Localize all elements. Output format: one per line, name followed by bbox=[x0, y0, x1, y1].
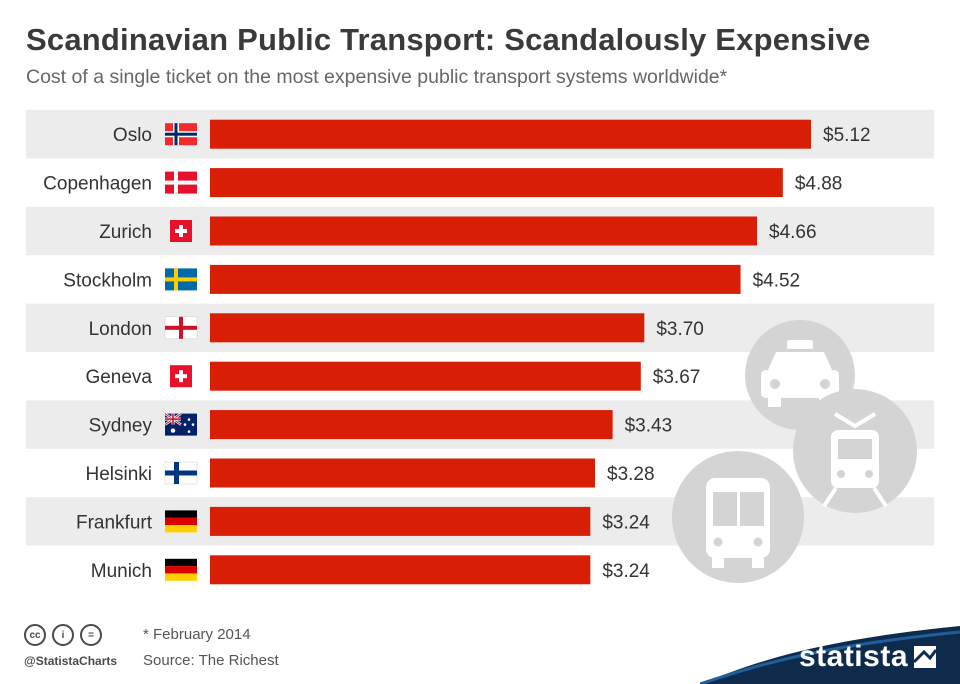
statista-wordmark: statista bbox=[798, 640, 908, 673]
statista-handle[interactable]: @StatistaCharts bbox=[24, 654, 118, 668]
category-label: Geneva bbox=[85, 367, 152, 388]
bar bbox=[210, 119, 811, 149]
footnote: * February 2014 bbox=[143, 626, 251, 643]
category-label: Munich bbox=[91, 561, 152, 582]
category-label: Copenhagen bbox=[43, 174, 152, 195]
bar bbox=[210, 506, 591, 536]
chart-title: Scandinavian Public Transport: Scandalou… bbox=[26, 22, 871, 57]
chart-row: Zurich $4.66 bbox=[26, 206, 934, 256]
category-label: Zurich bbox=[99, 222, 152, 243]
finland-flag-icon bbox=[164, 461, 198, 485]
source-note: Source: The Richest bbox=[143, 652, 279, 669]
tram-icon bbox=[793, 389, 917, 513]
value-label: $4.66 bbox=[769, 222, 817, 243]
value-label: $3.24 bbox=[602, 512, 650, 533]
category-label: Frankfurt bbox=[76, 512, 153, 533]
england-flag-icon bbox=[164, 316, 198, 340]
chart-row: Geneva $3.67 bbox=[85, 361, 701, 391]
bus-icon bbox=[672, 451, 804, 583]
bar bbox=[210, 313, 645, 343]
statista-logo[interactable]: statista bbox=[700, 620, 960, 684]
bar bbox=[210, 410, 613, 440]
chart-row: Copenhagen $4.88 bbox=[43, 168, 843, 198]
value-label: $3.70 bbox=[656, 319, 704, 340]
transport-icons bbox=[672, 320, 917, 583]
chart-subtitle: Cost of a single ticket on the most expe… bbox=[26, 66, 728, 88]
chart-row: Oslo $5.12 bbox=[26, 110, 934, 159]
value-label: $3.43 bbox=[625, 416, 673, 437]
value-label: $3.67 bbox=[653, 367, 701, 388]
bar bbox=[210, 555, 591, 585]
chart-row: London $3.70 bbox=[26, 303, 934, 352]
brand-wave bbox=[700, 626, 960, 684]
australia-flag-icon bbox=[164, 412, 197, 436]
chart-row: Helsinki $3.28 bbox=[85, 458, 655, 488]
category-label: Stockholm bbox=[63, 270, 152, 291]
value-label: $5.12 bbox=[823, 125, 871, 146]
attribution-icon: i bbox=[52, 624, 74, 646]
bar bbox=[210, 168, 783, 198]
value-label: $4.88 bbox=[795, 174, 843, 195]
chart-row: Munich $3.24 bbox=[91, 555, 650, 585]
denmark-flag-icon bbox=[165, 171, 197, 194]
germany-flag-icon bbox=[165, 510, 197, 533]
switzerland-flag-icon bbox=[170, 365, 192, 388]
sweden-flag-icon bbox=[165, 268, 197, 291]
value-label: $3.24 bbox=[602, 561, 650, 582]
germany-flag-icon bbox=[165, 558, 197, 581]
category-label: Helsinki bbox=[85, 464, 152, 485]
value-label: $3.28 bbox=[607, 464, 655, 485]
bar bbox=[210, 458, 596, 488]
norway-flag-icon bbox=[165, 123, 197, 146]
category-label: Oslo bbox=[113, 125, 152, 146]
no-derivatives-icon: = bbox=[80, 624, 102, 646]
chart-row: Stockholm $4.52 bbox=[63, 264, 801, 294]
bar bbox=[210, 361, 641, 391]
bar bbox=[210, 216, 758, 246]
license-block: cc i = @StatistaCharts bbox=[24, 624, 117, 668]
value-label: $4.52 bbox=[753, 270, 801, 291]
category-label: Sydney bbox=[89, 416, 153, 437]
bar bbox=[210, 264, 741, 294]
category-label: London bbox=[89, 319, 152, 340]
switzerland-flag-icon bbox=[170, 220, 192, 242]
cc-icon: cc bbox=[24, 624, 46, 646]
